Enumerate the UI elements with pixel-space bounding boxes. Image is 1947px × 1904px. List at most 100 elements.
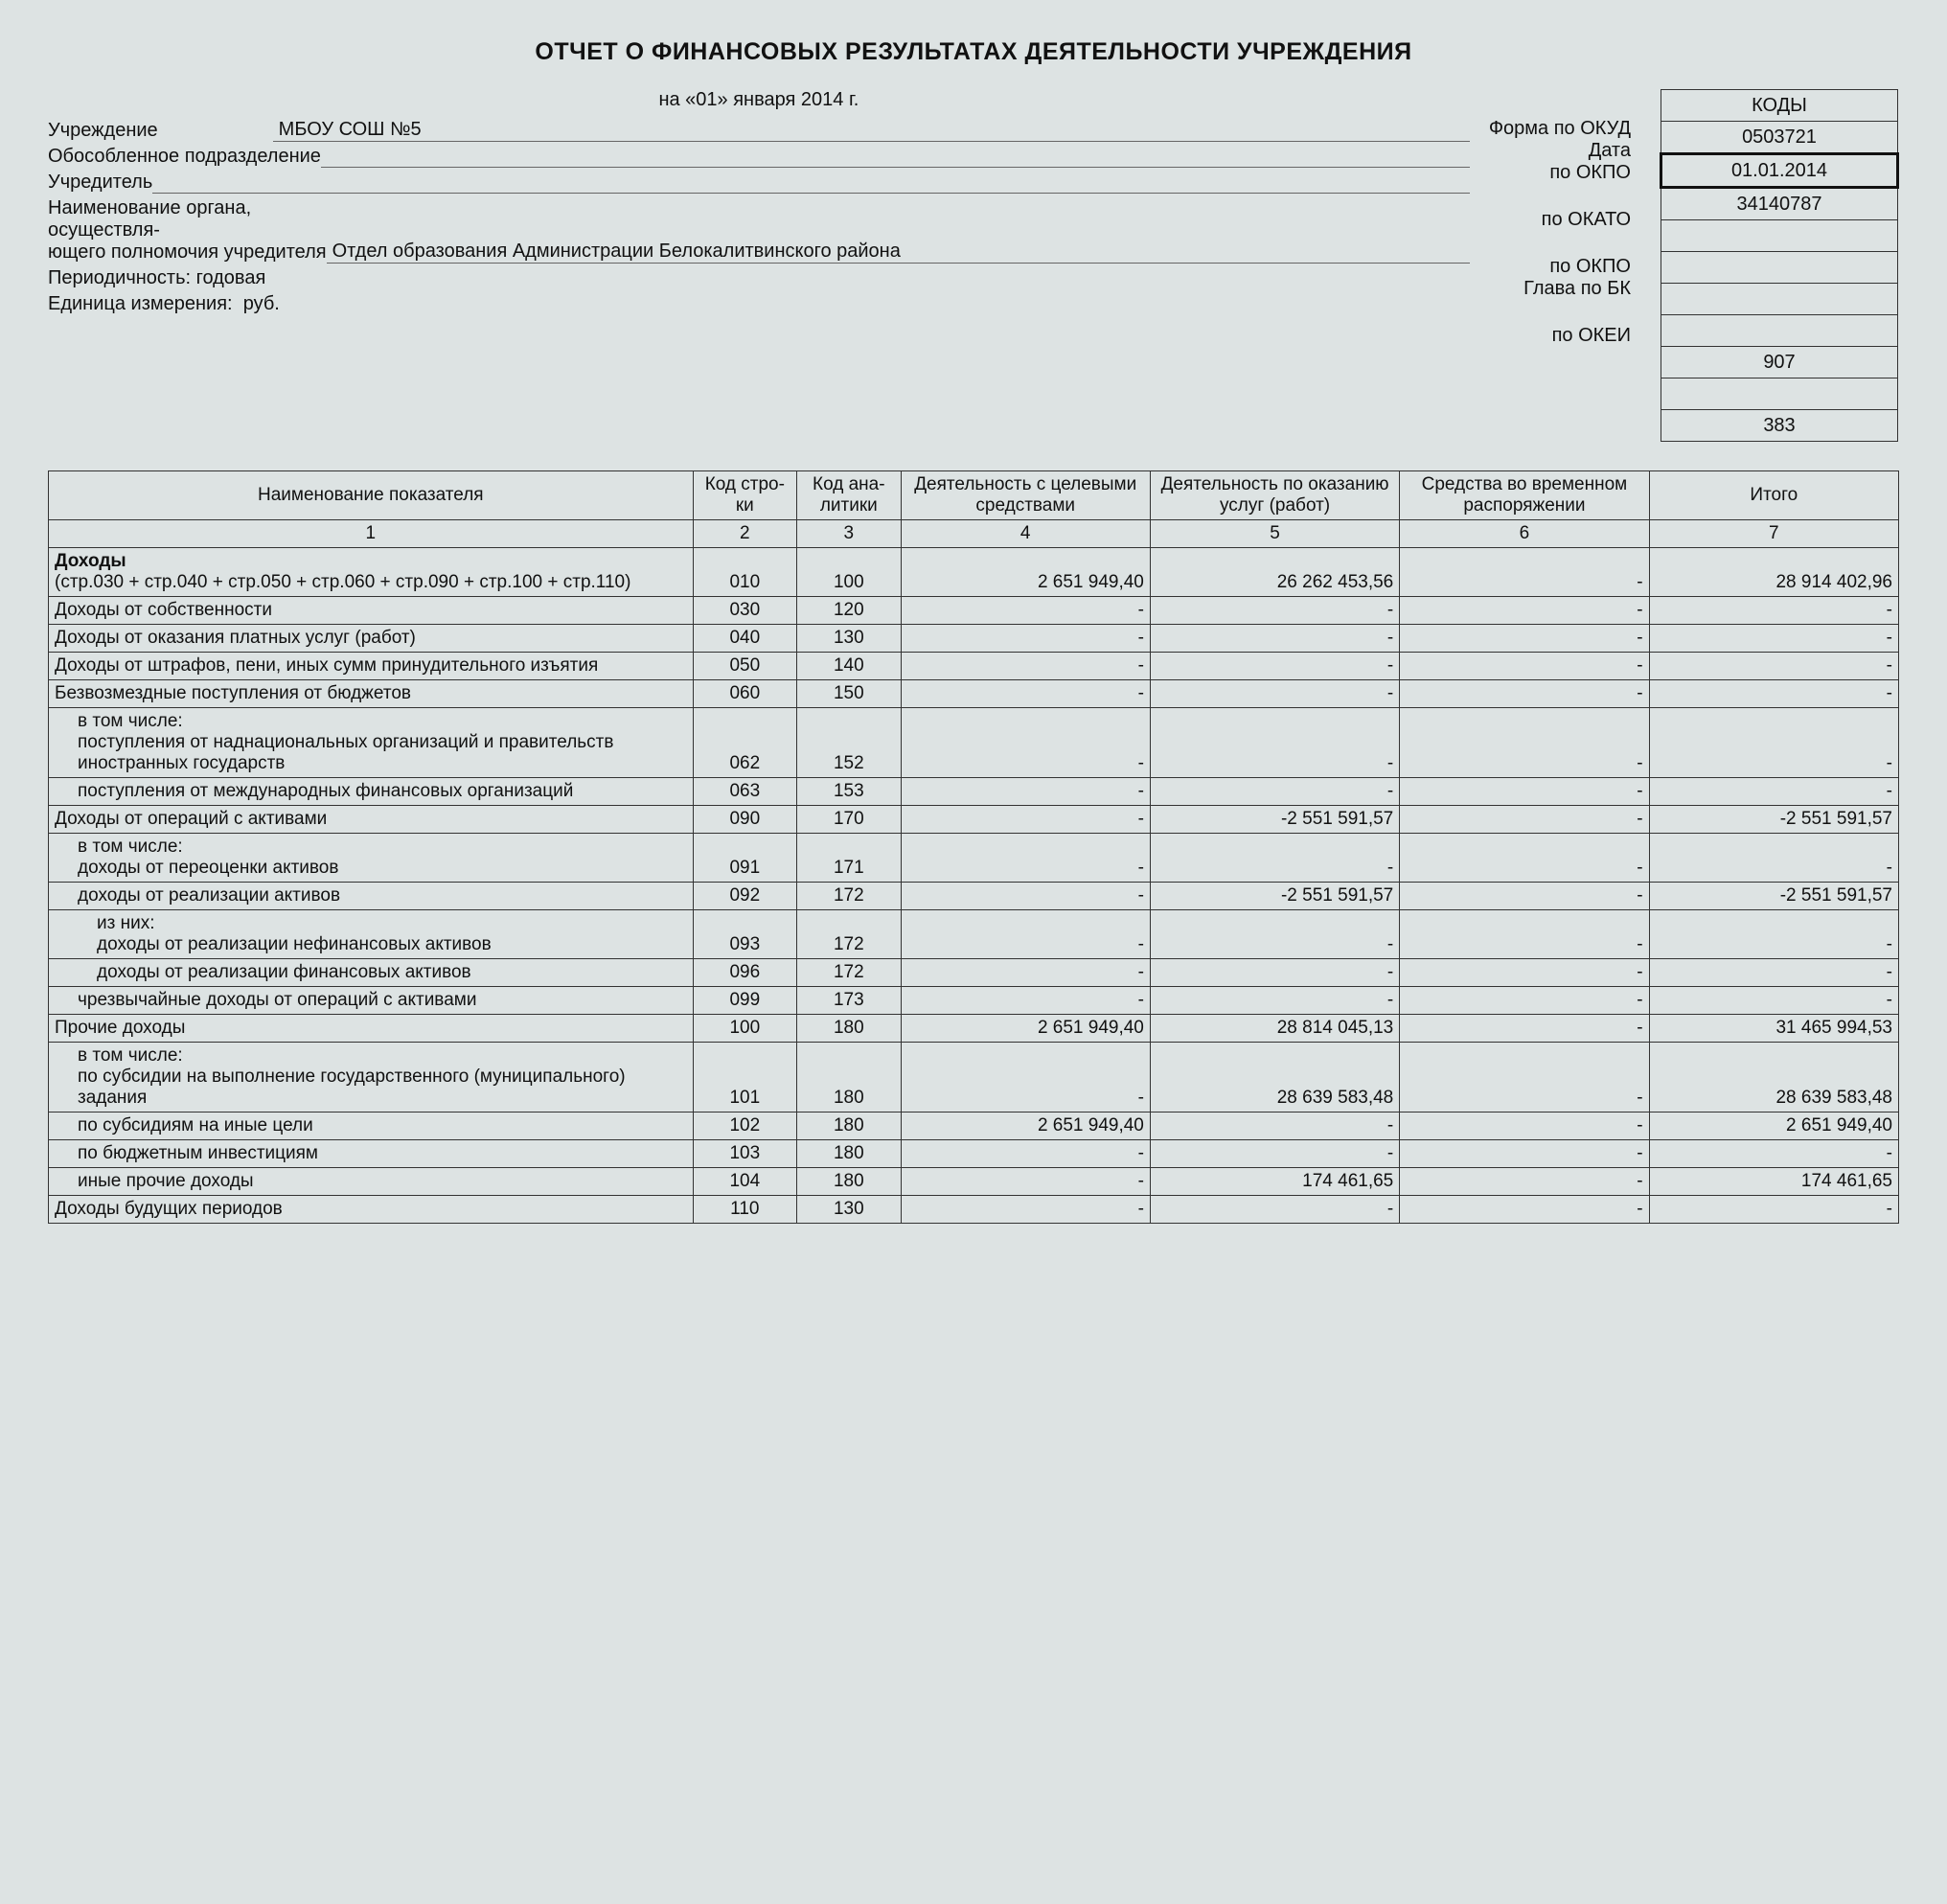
row-name: поступления от международных финансовых …: [49, 778, 694, 806]
row-ana: 130: [797, 1196, 901, 1224]
row-name: Доходы от собственности: [49, 597, 694, 625]
row-v6: -: [1400, 653, 1649, 680]
row-v4: -: [901, 708, 1150, 778]
code-glava: 907: [1661, 347, 1898, 379]
row-v4: -: [901, 910, 1150, 959]
row-code: 050: [693, 653, 796, 680]
code-okato: [1661, 252, 1898, 284]
row-name: Доходы от операций с активами: [49, 806, 694, 834]
row-ana: 180: [797, 1113, 901, 1140]
row-v4: -: [901, 987, 1150, 1015]
row-code: 010: [693, 548, 796, 597]
okpo2-label: по ОКПО: [1489, 256, 1631, 278]
row-v5: -2 551 591,57: [1150, 883, 1399, 910]
row-ana: 153: [797, 778, 901, 806]
row-v5: -: [1150, 910, 1399, 959]
row-ana: 172: [797, 959, 901, 987]
coln-7: 7: [1649, 520, 1898, 548]
row-v7: -: [1649, 653, 1898, 680]
row-v4: -: [901, 834, 1150, 883]
row-code: 040: [693, 625, 796, 653]
row-v7: 2 651 949,40: [1649, 1113, 1898, 1140]
table-row: из них: доходы от реализации нефинансовы…: [49, 910, 1899, 959]
codes-box: КОДЫ 0503721 01.01.2014 34140787 907 383: [1660, 89, 1899, 442]
row-ana: 130: [797, 625, 901, 653]
row-code: 091: [693, 834, 796, 883]
founder-label: Учредитель: [48, 172, 152, 194]
authority-label: Наименование органа, осуществля- ющего п…: [48, 197, 327, 264]
row-code: 103: [693, 1140, 796, 1168]
row-v5: 28 639 583,48: [1150, 1043, 1399, 1113]
col-4: Деятельность с целевыми средствами: [901, 471, 1150, 520]
okpo1-label: по ОКПО: [1489, 162, 1631, 184]
row-v4: -: [901, 1043, 1150, 1113]
row-v5: 174 461,65: [1150, 1168, 1399, 1196]
report-title: ОТЧЕТ О ФИНАНСОВЫХ РЕЗУЛЬТАТАХ ДЕЯТЕЛЬНО…: [48, 38, 1899, 66]
col-6: Средства во временном распоряжении: [1400, 471, 1649, 520]
glava-label: Глава по БК: [1489, 278, 1631, 300]
row-v5: -: [1150, 597, 1399, 625]
code-blank3: [1661, 379, 1898, 410]
row-name: Доходы (стр.030 + стр.040 + стр.050 + ст…: [49, 548, 694, 597]
row-v4: 2 651 949,40: [901, 1015, 1150, 1043]
row-v5: -: [1150, 680, 1399, 708]
table-row: чрезвычайные доходы от операций с актива…: [49, 987, 1899, 1015]
row-v5: 28 814 045,13: [1150, 1015, 1399, 1043]
row-v5: -: [1150, 778, 1399, 806]
table-row: в том числе: поступления от наднациональ…: [49, 708, 1899, 778]
row-v6: -: [1400, 987, 1649, 1015]
row-name: Прочие доходы: [49, 1015, 694, 1043]
row-name: доходы от реализации активов: [49, 883, 694, 910]
institution-label: Учреждение: [48, 120, 158, 142]
row-code: 110: [693, 1196, 796, 1224]
table-row: по субсидиям на иные цели1021802 651 949…: [49, 1113, 1899, 1140]
row-v6: -: [1400, 959, 1649, 987]
row-v7: -: [1649, 910, 1898, 959]
row-v6: -: [1400, 1140, 1649, 1168]
row-code: 100: [693, 1015, 796, 1043]
row-v5: -: [1150, 1113, 1399, 1140]
date-label: Дата: [1489, 140, 1631, 162]
row-v6: -: [1400, 778, 1649, 806]
row-v5: -: [1150, 959, 1399, 987]
codes-labels: Форма по ОКУД Дата по ОКПО по ОКАТО по О…: [1489, 89, 1640, 347]
row-v4: -: [901, 1168, 1150, 1196]
row-v7: -2 551 591,57: [1649, 806, 1898, 834]
code-okpo2: [1661, 315, 1898, 347]
row-v7: -: [1649, 680, 1898, 708]
coln-4: 4: [901, 520, 1150, 548]
row-v6: -: [1400, 1196, 1649, 1224]
table-row: по бюджетным инвестициям103180----: [49, 1140, 1899, 1168]
row-v6: -: [1400, 1113, 1649, 1140]
row-v6: -: [1400, 883, 1649, 910]
row-ana: 180: [797, 1140, 901, 1168]
table-row: Безвозмездные поступления от бюджетов060…: [49, 680, 1899, 708]
row-ana: 170: [797, 806, 901, 834]
row-code: 092: [693, 883, 796, 910]
row-v6: -: [1400, 708, 1649, 778]
row-v6: -: [1400, 834, 1649, 883]
table-row: доходы от реализации финансовых активов0…: [49, 959, 1899, 987]
table-row: Прочие доходы1001802 651 949,4028 814 04…: [49, 1015, 1899, 1043]
row-v7: -: [1649, 834, 1898, 883]
col-name: Наименование показателя: [49, 471, 694, 520]
row-ana: 173: [797, 987, 901, 1015]
row-name: чрезвычайные доходы от операций с актива…: [49, 987, 694, 1015]
row-code: 030: [693, 597, 796, 625]
row-name: Доходы от оказания платных услуг (работ): [49, 625, 694, 653]
table-row: Доходы будущих периодов110130----: [49, 1196, 1899, 1224]
row-v7: 174 461,65: [1649, 1168, 1898, 1196]
row-v5: 26 262 453,56: [1150, 548, 1399, 597]
row-v6: -: [1400, 1043, 1649, 1113]
row-v6: -: [1400, 1168, 1649, 1196]
coln-1: 1: [49, 520, 694, 548]
founder-value: [152, 172, 1470, 194]
row-v7: -: [1649, 987, 1898, 1015]
row-v6: -: [1400, 1015, 1649, 1043]
row-code: 101: [693, 1043, 796, 1113]
row-v7: -: [1649, 597, 1898, 625]
institution-value: МБОУ СОШ №5: [273, 119, 1470, 142]
coln-5: 5: [1150, 520, 1399, 548]
col-code: Код стро-ки: [693, 471, 796, 520]
col-7: Итого: [1649, 471, 1898, 520]
